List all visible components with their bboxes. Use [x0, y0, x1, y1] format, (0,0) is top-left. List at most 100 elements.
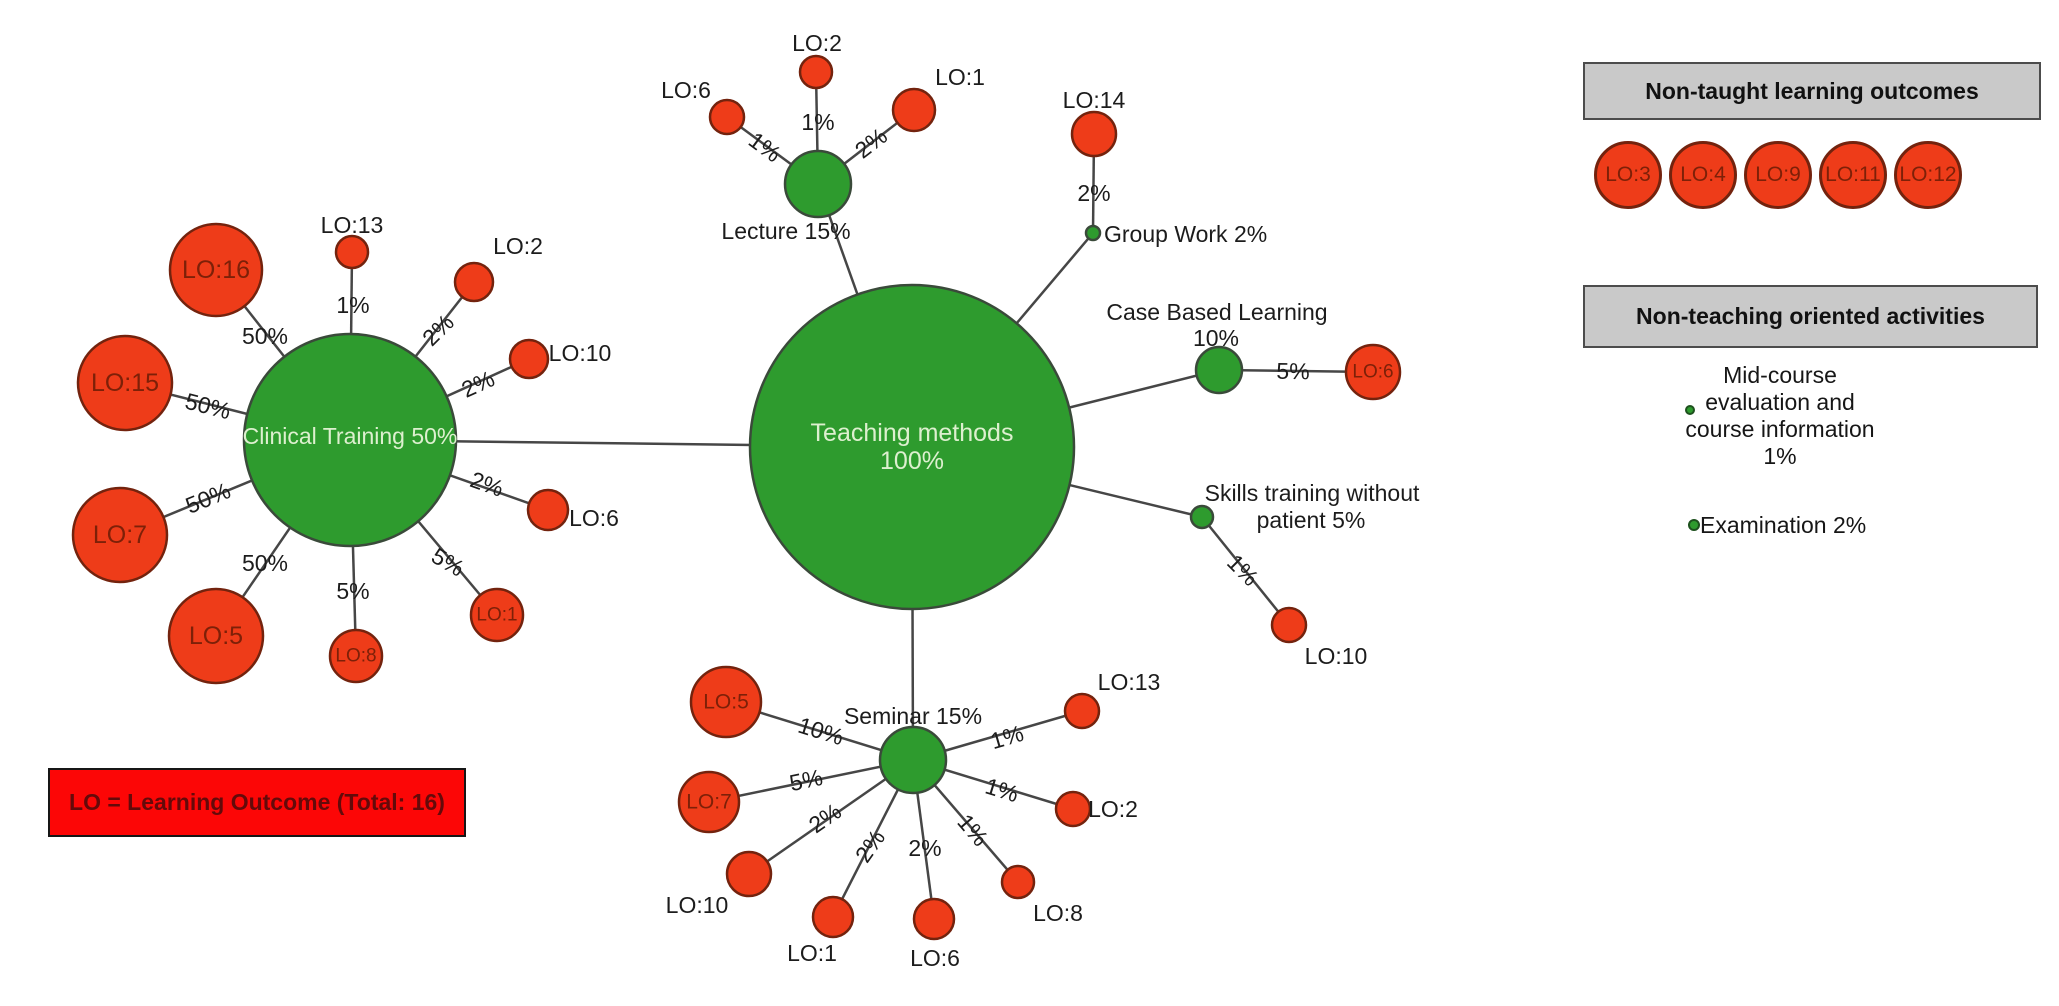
label-skills-training-without-patient: Skills training without — [1205, 480, 1420, 506]
edge-label-lecture-LO:2: 1% — [801, 109, 834, 135]
lo-badge: LO:3 — [1594, 141, 1662, 209]
node-seminar-LO:13 — [1063, 692, 1101, 730]
label-group-work: Group Work 2% — [1104, 221, 1267, 247]
label-case-based-learning-LO:6: LO:6 — [1352, 362, 1393, 383]
examination-label: Examination 2% — [1688, 512, 1866, 538]
label-lecture: Lecture 15% — [721, 218, 850, 244]
midcourse-line: 1% — [1763, 443, 1797, 469]
edge-label-clinical-training-LO:16: 50% — [242, 323, 288, 349]
label-clinical-training-LO:6: LO:6 — [569, 505, 619, 531]
edge-label-clinical-training-LO:10: 2% — [457, 365, 498, 402]
node-case-based-learning — [1194, 345, 1244, 395]
label-lecture-LO:6: LO:6 — [661, 77, 711, 103]
node-lecture-LO:1 — [891, 87, 937, 133]
edge-label-seminar-LO:1: 2% — [850, 825, 890, 867]
legend-non-teaching-title: Non-teaching oriented activities — [1636, 303, 1985, 329]
label-clinical-training-LO:10: LO:10 — [549, 340, 612, 366]
label-seminar-LO:2: LO:2 — [1088, 796, 1138, 822]
node-lecture-LO:2 — [798, 54, 834, 90]
label-clinical-training-LO:1: LO:1 — [476, 605, 517, 626]
edge-label-seminar-LO:6: 2% — [908, 835, 941, 861]
edge-skills-training-without-patient-LO:10 — [1201, 516, 1290, 626]
node-seminar-LO:10 — [725, 850, 773, 898]
edge-label-clinical-training-LO:5: 50% — [242, 550, 288, 576]
label-seminar-LO:13: LO:13 — [1098, 669, 1161, 695]
label-teaching-methods: Teaching methods — [811, 419, 1014, 447]
node-clinical-training-LO:6 — [526, 488, 570, 532]
node-seminar — [878, 725, 948, 795]
edge-label-seminar-LO:13: 1% — [987, 720, 1026, 754]
node-clinical-training-LO:5 — [167, 587, 265, 685]
node-seminar-LO:2 — [1054, 790, 1092, 828]
node-group-work-LO:14 — [1070, 110, 1118, 158]
label-clinical-training-LO:13: LO:13 — [321, 212, 384, 238]
label-clinical-training-LO:15: LO:15 — [91, 369, 159, 397]
label-seminar-LO:8: LO:8 — [1033, 900, 1083, 926]
midcourse-line: Mid-course — [1723, 362, 1837, 388]
edge-seminar-LO:7 — [708, 758, 914, 804]
label-group-work-LO:14: LO:14 — [1063, 87, 1126, 113]
examination-text: Examination 2% — [1700, 511, 1867, 538]
node-clinical-training-LO:16 — [168, 222, 264, 318]
midcourse-dot-icon — [1685, 405, 1695, 415]
edge-label-lecture-LO:1: 2% — [850, 123, 892, 164]
node-teaching-methods — [748, 283, 1076, 611]
midcourse-line: evaluation and — [1705, 389, 1855, 415]
node-seminar-LO:6 — [912, 897, 956, 941]
label-seminar: Seminar 15% — [844, 703, 982, 729]
node-clinical-training-LO:8 — [328, 628, 384, 684]
node-clinical-training-LO:15 — [76, 334, 174, 432]
legend-non-taught-box: Non-taught learning outcomes — [1583, 62, 2041, 120]
midcourse-label: Mid-course evaluation and course informa… — [1630, 362, 1930, 470]
node-seminar-LO:5 — [689, 665, 763, 739]
edge-label-case-based-learning-LO:6: 5% — [1276, 358, 1310, 384]
edge-label-seminar-LO:7: 5% — [787, 764, 825, 796]
label-seminar-LO:5: LO:5 — [703, 691, 749, 714]
lo-badge: LO:12 — [1894, 141, 1962, 209]
lo-badge: LO:4 — [1669, 141, 1737, 209]
label-seminar-LO:1: LO:1 — [787, 940, 837, 966]
label-teaching-methods: 100% — [880, 447, 944, 475]
edge-label-clinical-training-LO:6: 2% — [467, 466, 507, 502]
node-lecture-LO:6 — [708, 98, 746, 136]
edge-label-group-work-LO:14: 2% — [1077, 180, 1110, 206]
footnote-box: LO = Learning Outcome (Total: 16) — [48, 768, 466, 837]
node-seminar-LO:7 — [677, 770, 741, 834]
node-seminar-LO:1 — [811, 895, 855, 939]
examination-dot-icon — [1688, 519, 1700, 531]
label-clinical-training-LO:2: LO:2 — [493, 233, 543, 259]
node-lecture — [783, 149, 853, 219]
label-clinical-training-LO:16: LO:16 — [182, 256, 250, 284]
label-lecture-LO:2: LO:2 — [792, 30, 842, 56]
edge-label-seminar-LO:2: 1% — [982, 773, 1021, 808]
label-seminar-LO:6: LO:6 — [910, 945, 960, 971]
legend-non-teaching-box: Non-teaching oriented activities — [1583, 285, 2038, 348]
edge-label-clinical-training-LO:7: 50% — [182, 477, 234, 519]
label-case-based-learning: Case Based Learning — [1106, 299, 1327, 325]
legend-non-taught-items: LO:3 LO:4 LO:9 LO:11 LO:12 — [1594, 141, 1962, 209]
node-group-work — [1084, 224, 1102, 242]
node-skills-training-without-patient — [1189, 504, 1215, 530]
lo-badge: LO:11 — [1819, 141, 1887, 209]
node-clinical-training — [242, 332, 458, 548]
node-clinical-training-LO:1 — [469, 587, 525, 643]
footnote-text: LO = Learning Outcome (Total: 16) — [69, 789, 445, 815]
lo-badge: LO:9 — [1744, 141, 1812, 209]
label-clinical-training-LO:5: LO:5 — [189, 622, 243, 650]
label-seminar-LO:10: LO:10 — [666, 892, 729, 918]
label-case-based-learning: 10% — [1193, 325, 1239, 351]
label-seminar-LO:7: LO:7 — [686, 791, 732, 814]
node-skills-training-without-patient-LO:10 — [1270, 606, 1308, 644]
label-clinical-training-LO:8: LO:8 — [335, 646, 376, 667]
node-case-based-learning-LO:6 — [1344, 343, 1402, 401]
edge-label-seminar-LO:5: 10% — [795, 712, 847, 750]
midcourse-line: course information — [1685, 416, 1875, 442]
node-clinical-training-LO:2 — [453, 261, 495, 303]
node-clinical-training-LO:7 — [71, 486, 169, 584]
node-seminar-LO:8 — [1000, 864, 1036, 900]
node-clinical-training-LO:13 — [334, 234, 370, 270]
label-skills-training-without-patient-LO:10: LO:10 — [1305, 643, 1368, 669]
node-clinical-training-LO:10 — [508, 338, 550, 380]
